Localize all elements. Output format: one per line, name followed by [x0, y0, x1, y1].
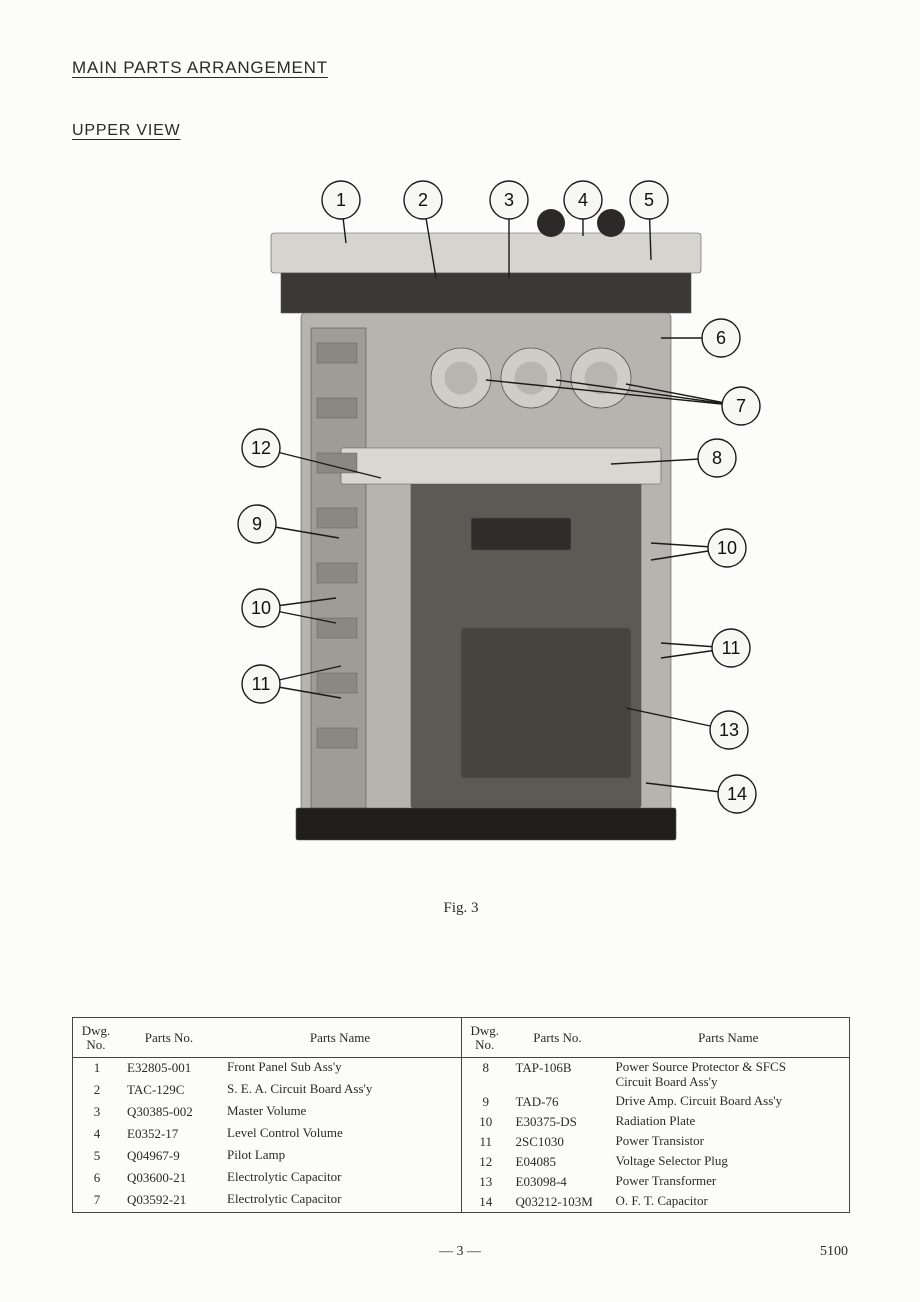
table-row: 7Q03592-21Electrolytic Capacitor [73, 1190, 461, 1212]
svg-text:2: 2 [418, 190, 428, 210]
table-cell: Q03592-21 [119, 1190, 219, 1212]
table-cell: S. E. A. Circuit Board Ass'y [219, 1080, 461, 1102]
table-cell: 3 [73, 1102, 119, 1124]
table-cell: Electrolytic Capacitor [219, 1168, 461, 1190]
table-cell: 14 [462, 1192, 508, 1212]
svg-text:4: 4 [578, 190, 588, 210]
table-cell: E0352-17 [119, 1124, 219, 1146]
table-cell: 6 [73, 1168, 119, 1190]
table-row: 6Q03600-21Electrolytic Capacitor [73, 1168, 461, 1190]
svg-text:1: 1 [336, 190, 346, 210]
table-cell: E30375-DS [508, 1112, 608, 1132]
table-cell: 10 [462, 1112, 508, 1132]
svg-text:12: 12 [251, 438, 271, 458]
svg-text:5: 5 [644, 190, 654, 210]
table-cell: 5 [73, 1146, 119, 1168]
table-cell: 2SC1030 [508, 1132, 608, 1152]
table-cell: TAD-76 [508, 1092, 608, 1112]
table-row: 14Q03212-103MO. F. T. Capacitor [462, 1192, 850, 1212]
table-cell: 7 [73, 1190, 119, 1212]
col-parts-name: Parts Name [219, 1018, 461, 1058]
table-cell: TAP-106B [508, 1058, 608, 1092]
table-cell: Drive Amp. Circuit Board Ass'y [608, 1092, 850, 1112]
table-row: 4E0352-17Level Control Volume [73, 1124, 461, 1146]
svg-text:8: 8 [712, 448, 722, 468]
table-cell: Q03212-103M [508, 1192, 608, 1212]
svg-text:11: 11 [252, 674, 271, 694]
svg-text:3: 3 [504, 190, 514, 210]
table-cell: Level Control Volume [219, 1124, 461, 1146]
figure-caption: Fig. 3 [72, 900, 850, 917]
table-row: 10E30375-DSRadiation Plate [462, 1112, 850, 1132]
table-cell: O. F. T. Capacitor [608, 1192, 850, 1212]
table-cell: E04085 [508, 1152, 608, 1172]
table-cell: Electrolytic Capacitor [219, 1190, 461, 1212]
table-cell: 12 [462, 1152, 508, 1172]
table-cell: 13 [462, 1172, 508, 1192]
svg-text:11: 11 [722, 638, 741, 658]
table-row: 112SC1030Power Transistor [462, 1132, 850, 1152]
page-heading: MAIN PARTS ARRANGEMENT [72, 58, 850, 78]
table-cell: Front Panel Sub Ass'y [219, 1058, 461, 1081]
svg-text:14: 14 [727, 784, 747, 804]
svg-text:13: 13 [719, 720, 739, 740]
diagram-svg: 12345678129101011111314 [81, 168, 841, 888]
col-parts-no: Parts No. [508, 1018, 608, 1058]
table-row: 3Q30385-002Master Volume [73, 1102, 461, 1124]
table-cell: 2 [73, 1080, 119, 1102]
table-row: 13E03098-4Power Transformer [462, 1172, 850, 1192]
table-row: 5Q04967-9Pilot Lamp [73, 1146, 461, 1168]
parts-diagram: 12345678129101011111314 [81, 168, 841, 888]
table-cell: Power Source Protector & SFCS Circuit Bo… [608, 1058, 850, 1092]
table-cell: Radiation Plate [608, 1112, 850, 1132]
parts-table: Dwg. No. Parts No. Parts Name 1E32805-00… [72, 1017, 850, 1213]
col-parts-name: Parts Name [608, 1018, 850, 1058]
table-cell: 4 [73, 1124, 119, 1146]
svg-text:10: 10 [717, 538, 737, 558]
table-cell: Master Volume [219, 1102, 461, 1124]
table-row: 8TAP-106BPower Source Protector & SFCS C… [462, 1058, 850, 1092]
table-cell: Q03600-21 [119, 1168, 219, 1190]
table-row: 1E32805-001Front Panel Sub Ass'y [73, 1058, 461, 1081]
table-cell: E32805-001 [119, 1058, 219, 1081]
table-cell: 1 [73, 1058, 119, 1081]
table-row: 12E04085Voltage Selector Plug [462, 1152, 850, 1172]
table-cell: Q04967-9 [119, 1146, 219, 1168]
table-cell: 8 [462, 1058, 508, 1092]
table-cell: 11 [462, 1132, 508, 1152]
table-row: 2TAC-129CS. E. A. Circuit Board Ass'y [73, 1080, 461, 1102]
parts-table-right: Dwg. No. Parts No. Parts Name 8TAP-106BP… [461, 1018, 849, 1212]
table-cell: Power Transistor [608, 1132, 850, 1152]
parts-table-left: Dwg. No. Parts No. Parts Name 1E32805-00… [73, 1018, 461, 1212]
svg-text:7: 7 [736, 396, 746, 416]
table-cell: Voltage Selector Plug [608, 1152, 850, 1172]
table-cell: 9 [462, 1092, 508, 1112]
col-dwg-no: Dwg. No. [73, 1018, 119, 1058]
table-cell: TAC-129C [119, 1080, 219, 1102]
table-cell: E03098-4 [508, 1172, 608, 1192]
model-number: 5100 [820, 1244, 848, 1260]
svg-text:9: 9 [252, 514, 262, 534]
table-row: 9TAD-76Drive Amp. Circuit Board Ass'y [462, 1092, 850, 1112]
table-cell: Q30385-002 [119, 1102, 219, 1124]
table-cell: Power Transformer [608, 1172, 850, 1192]
col-dwg-no: Dwg. No. [462, 1018, 508, 1058]
page-number: — 3 — [0, 1244, 920, 1260]
svg-text:10: 10 [251, 598, 271, 618]
page-subheading: UPPER VIEW [72, 122, 850, 140]
col-parts-no: Parts No. [119, 1018, 219, 1058]
table-cell: Pilot Lamp [219, 1146, 461, 1168]
svg-text:6: 6 [716, 328, 726, 348]
